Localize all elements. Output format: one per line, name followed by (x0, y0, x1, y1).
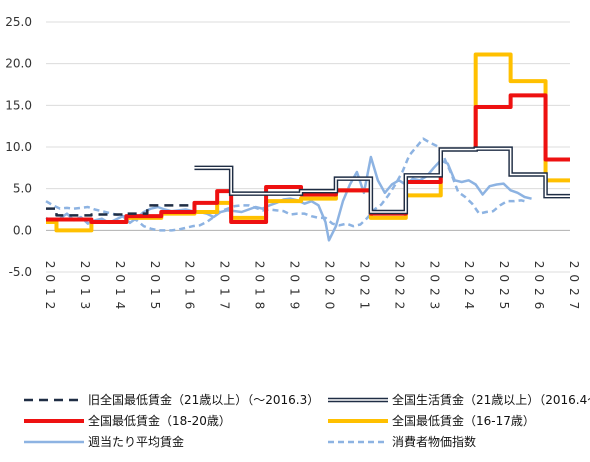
y-tick-label: 5.0 (13, 182, 32, 196)
x-tick-label: 2018 (253, 261, 267, 316)
legend-label: 旧全国最低賃金（21歳以上）（～2016.3） (88, 392, 319, 407)
legend: 旧全国最低賃金（21歳以上）（～2016.3） 全国生活賃金（21歳以上）（201… (24, 392, 590, 449)
y-tick-label: 20.0 (5, 57, 32, 71)
y-tick-label: 25.0 (5, 15, 32, 29)
x-tick-label: 2025 (497, 261, 511, 316)
x-tick-label: 2027 (567, 261, 581, 316)
x-tick-label: 2012 (43, 261, 57, 316)
x-tick-label: 2016 (183, 261, 197, 316)
series-line-3 (46, 52, 570, 233)
y-tick-label: 0.0 (13, 223, 32, 237)
x-tick-label: 2021 (357, 261, 371, 316)
gridlines (46, 21, 570, 273)
legend-item: 全国生活賃金（21歳以上）（2016.4～） (328, 392, 590, 407)
series-line-5 (45, 137, 529, 232)
series-line-0 (46, 204, 195, 217)
series-line-4 (45, 155, 532, 242)
x-tick-label: 2024 (462, 261, 476, 316)
y-tick-label: -5.0 (9, 265, 32, 279)
y-tick-label: 10.0 (5, 140, 32, 154)
x-tick-label: 2020 (322, 261, 336, 316)
series-line-1-inner (194, 147, 570, 213)
x-tick-label: 2019 (288, 261, 302, 316)
x-tick-label: 2026 (532, 261, 546, 316)
y-axis-tick-labels: 25.0 20.0 15.0 10.0 5.0 0.0 -5.0 (5, 15, 32, 279)
legend-label: 全国生活賃金（21歳以上）（2016.4～） (392, 392, 590, 407)
x-tick-label: 2017 (218, 261, 232, 316)
legend-label: 週当たり平均賃金 (88, 434, 184, 449)
legend-label: 全国最低賃金（16-17歳） (392, 413, 535, 428)
x-tick-label: 2015 (148, 261, 162, 316)
series-lines (45, 52, 570, 242)
legend-item: 消費者物価指数 (328, 434, 476, 449)
legend-item: 全国最低賃金（16-17歳） (328, 413, 535, 428)
series-line-2 (46, 93, 570, 224)
y-tick-label: 15.0 (5, 98, 32, 112)
x-tick-label: 2023 (427, 261, 441, 316)
x-tick-label: 2014 (113, 261, 127, 316)
legend-item: 全国最低賃金（18-20歳） (24, 413, 231, 428)
legend-item: 週当たり平均賃金 (24, 434, 184, 449)
x-axis-tick-labels: 2012 2013 2014 2015 2016 2017 2018 2019 2020 2021… (43, 261, 581, 316)
x-tick-label: 2022 (392, 261, 406, 316)
x-tick-label: 2013 (78, 261, 92, 316)
legend-label: 消費者物価指数 (392, 434, 476, 449)
legend-label: 全国最低賃金（18-20歳） (88, 413, 231, 428)
legend-item: 旧全国最低賃金（21歳以上）（～2016.3） (24, 392, 319, 407)
